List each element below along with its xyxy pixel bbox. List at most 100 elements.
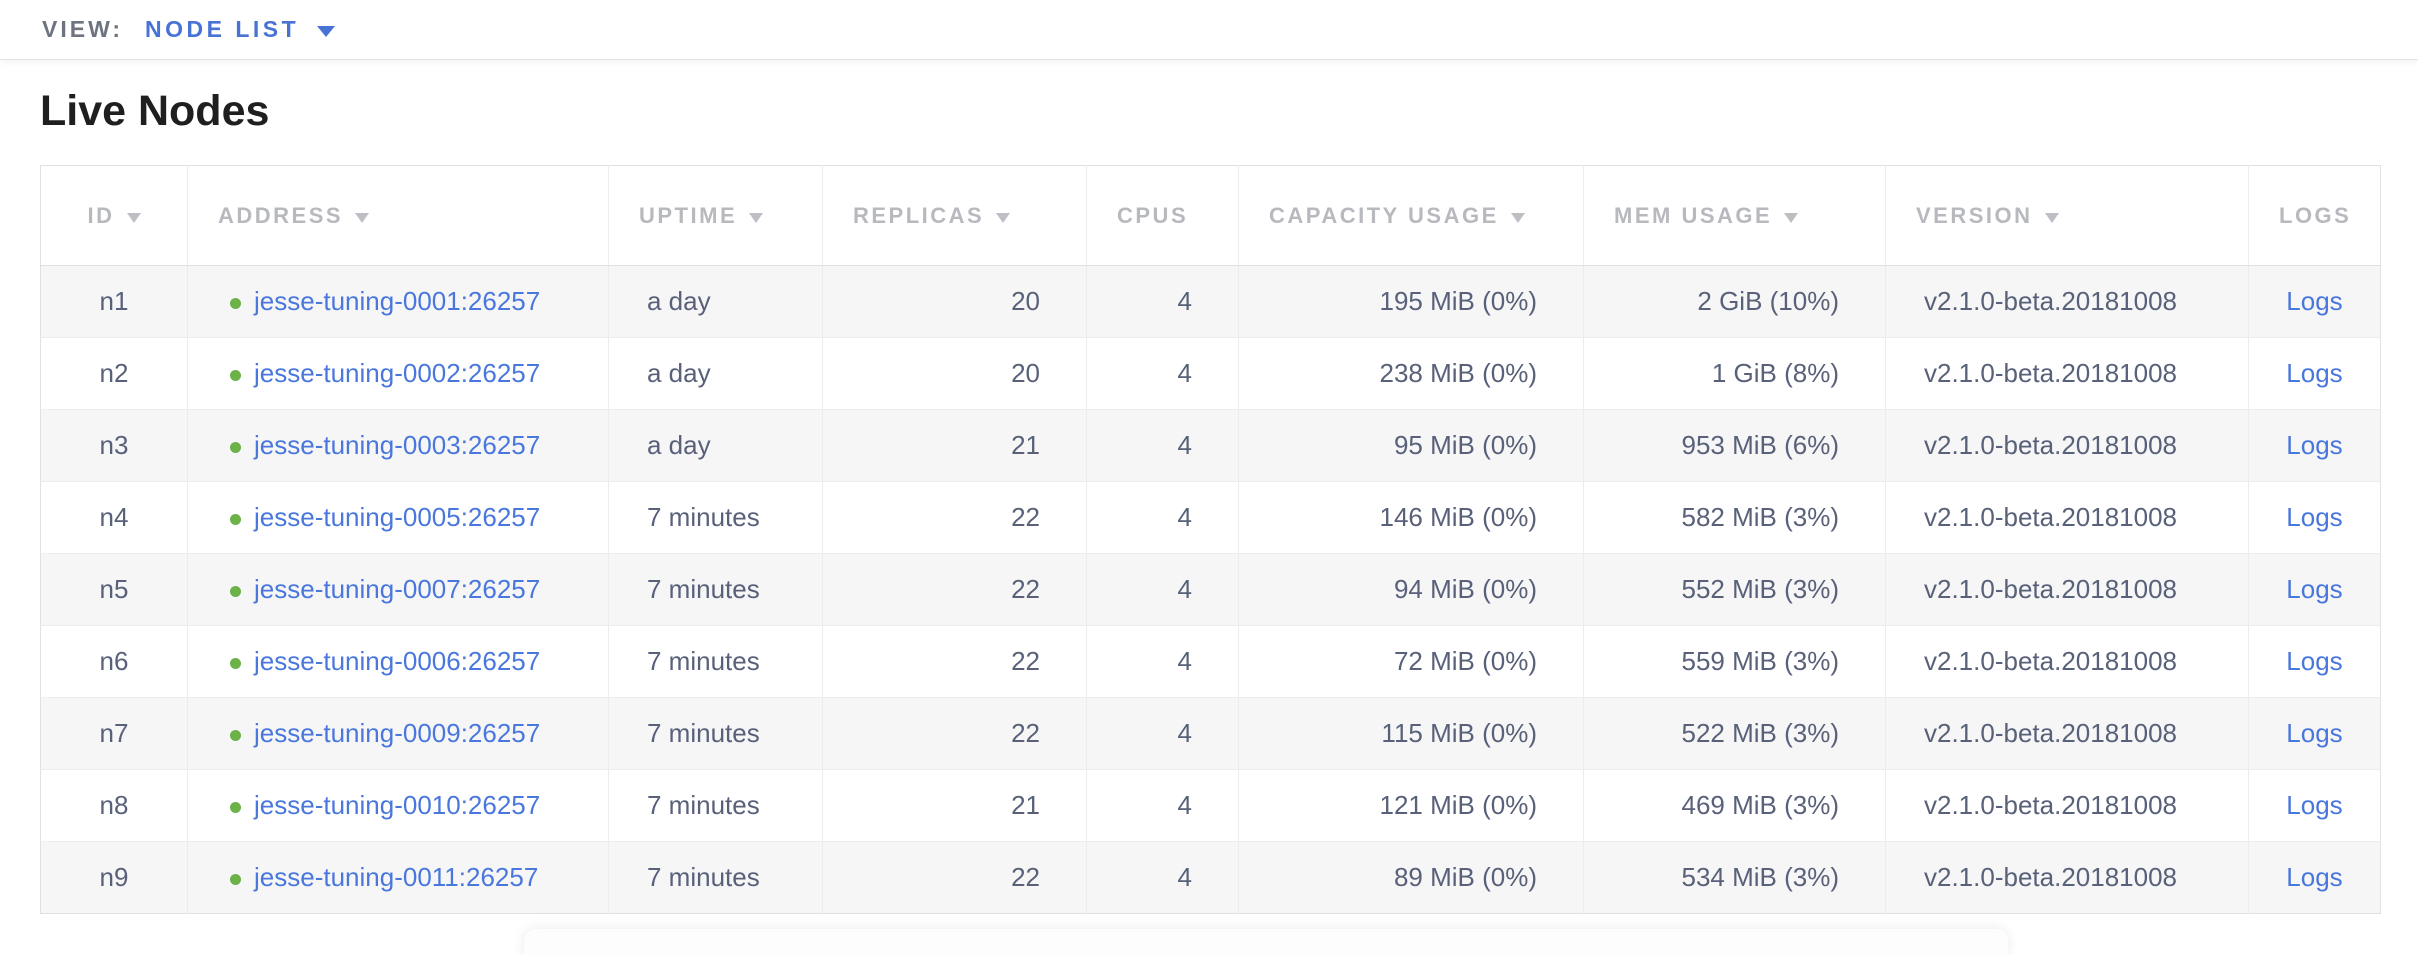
- cell-replicas: 22: [822, 625, 1087, 698]
- cell-replicas: 22: [822, 481, 1087, 554]
- column-header-replicas[interactable]: REPLICAS: [822, 165, 1087, 266]
- cell-logs: Logs: [2248, 337, 2381, 410]
- cell-cpus: 4: [1086, 409, 1239, 482]
- node-address-link[interactable]: jesse-tuning-0002:26257: [254, 358, 541, 388]
- node-address-link[interactable]: jesse-tuning-0003:26257: [254, 430, 541, 460]
- node-logs-link[interactable]: Logs: [2286, 862, 2343, 892]
- table-row: n6 jesse-tuning-0006:26257 7 minutes 22 4 72 …: [40, 625, 2381, 698]
- column-label: ID: [87, 202, 115, 228]
- column-label: LOGS: [2279, 202, 2352, 228]
- cell-id: n6: [40, 625, 188, 698]
- table-row: n2 jesse-tuning-0002:26257 a day 20 4 238 MiB…: [40, 337, 2381, 410]
- node-address-link[interactable]: jesse-tuning-0011:26257: [254, 862, 539, 892]
- table-header-row: ID ADDRESS UPTIME REPLICAS CPUS CAPACITY USAG…: [40, 165, 2381, 266]
- cell-replicas: 20: [822, 337, 1087, 410]
- cell-capacity_usage: 121 MiB (0%): [1238, 769, 1584, 842]
- cell-uptime: 7 minutes: [608, 625, 823, 698]
- table-row: n8 jesse-tuning-0010:26257 7 minutes 21 4 121…: [40, 769, 2381, 842]
- column-header-cpus: CPUS: [1086, 165, 1239, 266]
- cell-capacity_usage: 89 MiB (0%): [1238, 841, 1584, 914]
- cell-uptime: 7 minutes: [608, 481, 823, 554]
- cell-capacity_usage: 94 MiB (0%): [1238, 553, 1584, 626]
- node-live-icon: [230, 658, 241, 669]
- cell-id: n8: [40, 769, 188, 842]
- cell-mem_usage: 1 GiB (8%): [1583, 337, 1886, 410]
- cell-address: jesse-tuning-0005:26257: [187, 481, 609, 554]
- node-address-link[interactable]: jesse-tuning-0006:26257: [254, 646, 541, 676]
- node-live-icon: [230, 802, 241, 813]
- node-address-link[interactable]: jesse-tuning-0007:26257: [254, 574, 541, 604]
- cell-id: n9: [40, 841, 188, 914]
- column-label: CPUS: [1117, 202, 1189, 228]
- cell-logs: Logs: [2248, 265, 2381, 338]
- view-selector-value: NODE LIST: [145, 16, 300, 42]
- view-bar: VIEW: NODE LIST: [0, 0, 2418, 60]
- cell-id: n4: [40, 481, 188, 554]
- cell-mem_usage: 522 MiB (3%): [1583, 697, 1886, 770]
- cell-replicas: 21: [822, 769, 1087, 842]
- node-logs-link[interactable]: Logs: [2286, 574, 2343, 604]
- node-live-icon: [230, 370, 241, 381]
- cell-cpus: 4: [1086, 697, 1239, 770]
- node-live-icon: [230, 874, 241, 885]
- column-header-id[interactable]: ID: [40, 165, 188, 266]
- node-address-link[interactable]: jesse-tuning-0005:26257: [254, 502, 541, 532]
- node-address-link[interactable]: jesse-tuning-0001:26257: [254, 286, 541, 316]
- column-label: ADDRESS: [218, 202, 344, 228]
- cell-uptime: 7 minutes: [608, 697, 823, 770]
- cell-version: v2.1.0-beta.20181008: [1885, 409, 2249, 482]
- column-label: UPTIME: [639, 202, 738, 228]
- cell-mem_usage: 582 MiB (3%): [1583, 481, 1886, 554]
- cell-mem_usage: 559 MiB (3%): [1583, 625, 1886, 698]
- cell-replicas: 22: [822, 841, 1087, 914]
- cell-capacity_usage: 95 MiB (0%): [1238, 409, 1584, 482]
- node-logs-link[interactable]: Logs: [2286, 358, 2343, 388]
- node-live-icon: [230, 730, 241, 741]
- column-header-capacity_usage[interactable]: CAPACITY USAGE: [1238, 165, 1584, 266]
- column-header-uptime[interactable]: UPTIME: [608, 165, 823, 266]
- cell-address: jesse-tuning-0007:26257: [187, 553, 609, 626]
- cell-replicas: 22: [822, 697, 1087, 770]
- node-logs-link[interactable]: Logs: [2286, 502, 2343, 532]
- column-header-mem_usage[interactable]: MEM USAGE: [1583, 165, 1886, 266]
- cell-logs: Logs: [2248, 625, 2381, 698]
- sort-desc-icon: [1784, 212, 1799, 223]
- table-row: n7 jesse-tuning-0009:26257 7 minutes 22 4 115…: [40, 697, 2381, 770]
- node-address-link[interactable]: jesse-tuning-0010:26257: [254, 790, 541, 820]
- column-label: MEM USAGE: [1614, 202, 1773, 228]
- cell-id: n1: [99, 286, 129, 316]
- cell-version: v2.1.0-beta.20181008: [1885, 481, 2249, 554]
- cell-version: v2.1.0-beta.20181008: [1885, 625, 2249, 698]
- cell-id: n7: [40, 697, 188, 770]
- node-logs-link[interactable]: Logs: [2286, 790, 2343, 820]
- cell-cpus: 4: [1086, 769, 1239, 842]
- cell-replicas: 21: [822, 409, 1087, 482]
- node-logs-link[interactable]: Logs: [2286, 286, 2343, 316]
- column-header-address[interactable]: ADDRESS: [187, 165, 609, 266]
- sort-desc-icon: [1510, 212, 1525, 223]
- cell-logs: Logs: [2248, 841, 2381, 914]
- node-logs-link[interactable]: Logs: [2286, 430, 2343, 460]
- node-logs-link[interactable]: Logs: [2286, 646, 2343, 676]
- table-row: n9 jesse-tuning-0011:26257 7 minutes 22 4 89 …: [40, 841, 2381, 914]
- node-live-icon: [230, 586, 241, 597]
- node-address-link[interactable]: jesse-tuning-0009:26257: [254, 718, 541, 748]
- column-header-version[interactable]: VERSION: [1885, 165, 2249, 266]
- cell-cpus: 4: [1086, 841, 1239, 914]
- node-logs-link[interactable]: Logs: [2286, 718, 2343, 748]
- cell-uptime: a day: [608, 409, 823, 482]
- cell-capacity_usage: 72 MiB (0%): [1238, 625, 1584, 698]
- cell-cpus: 4: [1086, 553, 1239, 626]
- table-row: n5 jesse-tuning-0007:26257 7 minutes 22 4 94 …: [40, 553, 2381, 626]
- view-selector[interactable]: NODE LIST: [145, 16, 336, 43]
- cell-mem_usage: 469 MiB (3%): [1583, 769, 1886, 842]
- cell-logs: Logs: [2248, 769, 2381, 842]
- sort-desc-icon: [749, 212, 764, 223]
- column-header-logs: LOGS: [2248, 165, 2381, 266]
- cell-cpus: 4: [1086, 625, 1239, 698]
- cell-mem_usage: 534 MiB (3%): [1583, 841, 1886, 914]
- node-live-icon: [230, 442, 241, 453]
- table-row: n4 jesse-tuning-0005:26257 7 minutes 22 4 146…: [40, 481, 2381, 554]
- cell-address: jesse-tuning-0006:26257: [187, 625, 609, 698]
- table-row: n1 jesse-tuning-0001:26257 a day 20 4 195 MiB…: [40, 265, 2381, 338]
